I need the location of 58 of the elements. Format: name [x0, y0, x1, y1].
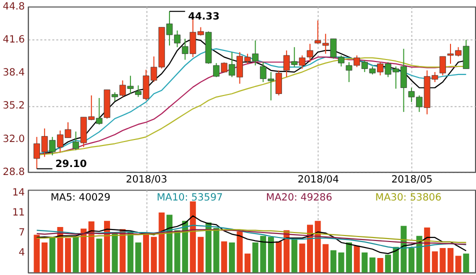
bar — [49, 237, 56, 272]
bar — [228, 242, 235, 272]
bar — [354, 246, 360, 272]
text: MA20: 49286 — [266, 192, 332, 204]
bar — [143, 234, 150, 272]
bar — [236, 231, 243, 272]
bar — [463, 254, 470, 272]
line-series — [36, 224, 467, 249]
bar — [135, 242, 142, 272]
bar — [424, 228, 430, 272]
annotation: 29.10 — [55, 158, 87, 170]
bar — [96, 238, 102, 272]
bar — [65, 238, 71, 272]
bar — [57, 226, 64, 272]
bar — [213, 228, 220, 272]
bar — [307, 224, 313, 272]
bar — [166, 214, 172, 272]
y-tick-label: 28.8 — [2, 166, 25, 178]
y-tick-label: 38.4 — [2, 68, 25, 79]
text: MA10: 53597 — [156, 192, 223, 204]
bar — [120, 229, 126, 272]
bar — [369, 257, 376, 272]
bar — [88, 221, 94, 272]
y-tick-label: 35.2 — [2, 100, 25, 112]
text: MA5: 40029 — [50, 192, 110, 204]
bar — [455, 256, 462, 272]
bar — [346, 242, 352, 272]
y-tick-label: 41.6 — [2, 34, 25, 46]
y-tick-label: 32.0 — [2, 134, 25, 145]
bar — [416, 236, 422, 272]
bar — [291, 239, 298, 272]
x-tick-label: 2018/03 — [126, 174, 168, 186]
y-tick-label: 44.8 — [2, 2, 25, 13]
bar — [244, 254, 251, 272]
x-tick-label: 2018/04 — [298, 174, 339, 186]
bar — [377, 258, 384, 272]
y-tick-label: 4 — [18, 247, 25, 258]
bar — [104, 220, 110, 272]
bar — [408, 248, 414, 272]
text: MA30: 53806 — [375, 192, 442, 204]
bar — [362, 252, 368, 272]
bar — [112, 233, 118, 272]
bar — [268, 236, 274, 272]
bar — [448, 248, 454, 272]
bar — [299, 244, 306, 272]
bar — [72, 236, 79, 272]
line-series — [36, 215, 467, 254]
candlestick — [440, 56, 446, 76]
annotation: 44.33 — [188, 11, 220, 22]
y-tick-label: 7 — [18, 227, 25, 238]
bar — [127, 232, 134, 272]
bar — [385, 254, 392, 272]
x-tick-label: 2018/05 — [391, 174, 433, 186]
bar — [80, 228, 87, 272]
candlestick — [306, 43, 314, 63]
y-tick-label: 14 — [12, 188, 25, 199]
y-tick-label: 11 — [12, 208, 25, 219]
bar — [221, 241, 228, 272]
